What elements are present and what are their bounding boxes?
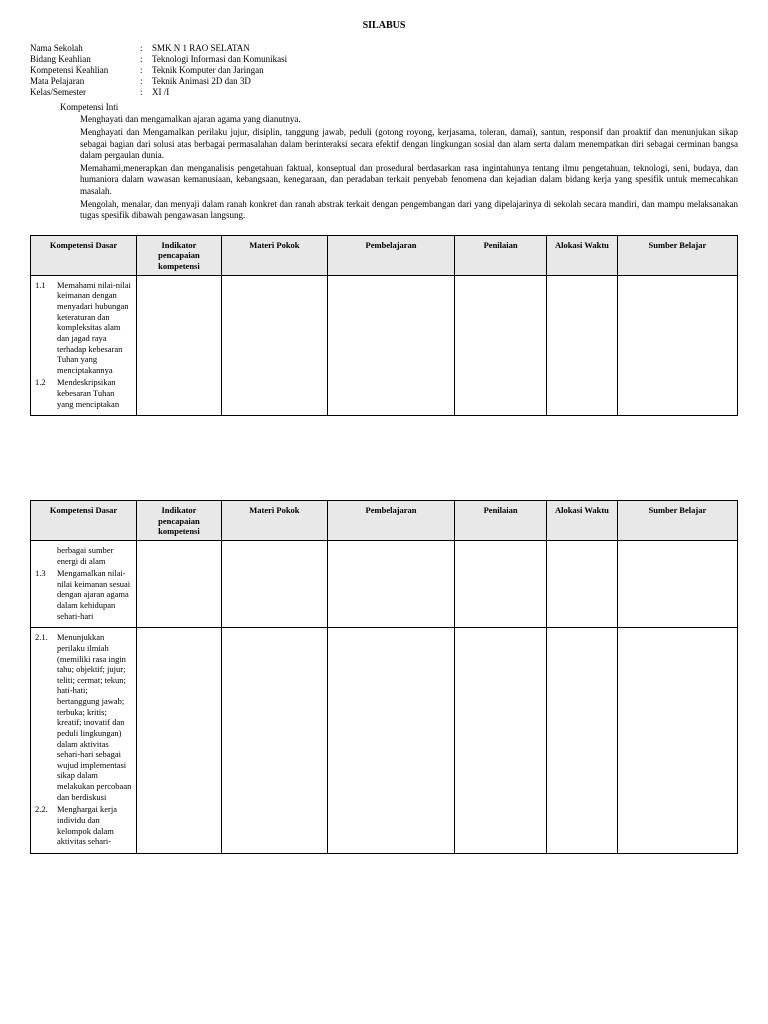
cell-mp [221,540,327,627]
info-label: Mata Pelajaran [30,76,140,87]
th-pen: Penilaian [455,501,547,541]
colon: : [140,87,152,98]
colon: : [140,43,152,54]
th-ind: Indikator pencapaian kompetensi [137,501,222,541]
colon: : [140,65,152,76]
cell-pen [455,275,547,416]
cell-pem [327,628,454,854]
info-label: Bidang Keahlian [30,54,140,65]
kd-text: Menghargai kerja individu dan kelompok d… [57,804,132,847]
kd-text: Menunjukkan perilaku ilmiah (memiliki ra… [57,632,132,802]
info-label: Kelas/Semester [30,87,140,98]
cell-pen [455,628,547,854]
colon: : [140,54,152,65]
info-value: Teknologi Informasi dan Komunikasi [152,54,291,65]
th-aw: Alokasi Waktu [547,236,618,276]
kd-num: 2.2. [35,804,57,847]
ki-item: Menghayati dan Mengamalkan perilaku juju… [80,127,738,161]
kd-num: 2.1. [35,632,57,802]
syllabus-table-2: Kompetensi Dasar Indikator pencapaian ko… [30,500,738,853]
page-break [30,416,738,486]
cell-ind [137,540,222,627]
th-pem: Pembelajaran [327,236,454,276]
colon: : [140,76,152,87]
cell-sb [617,628,737,854]
ki-item: Mengolah, menalar, dan menyaji dalam ran… [80,199,738,222]
th-mp: Materi Pokok [221,501,327,541]
th-aw: Alokasi Waktu [547,501,618,541]
kompetensi-inti-section: Kompetensi Inti Menghayati dan mengamalk… [60,102,738,221]
kd-text: Mengamalkan nilai-nilai keimanan sesuai … [57,568,132,621]
cell-kd: 1.1Memahami nilai-nilai keimanan dengan … [31,275,137,416]
cell-kd: 2.1.Menunjukkan perilaku ilmiah (memilik… [31,628,137,854]
cell-pen [455,540,547,627]
kd-text: Mendeskripsikan kebesaran Tuhan yang men… [57,377,132,409]
cell-sb [617,540,737,627]
table-row: berbagai sumber energi di alam 1.3Mengam… [31,540,738,627]
ki-label: Kompetensi Inti [60,102,738,112]
cell-mp [221,628,327,854]
th-pem: Pembelajaran [327,501,454,541]
cell-kd: berbagai sumber energi di alam 1.3Mengam… [31,540,137,627]
kd-num: 1.3 [35,568,57,621]
info-value: Teknik Komputer dan Jaringan [152,65,291,76]
info-value: Teknik Animasi 2D dan 3D [152,76,291,87]
kd-num: 1.1 [35,280,57,376]
cell-mp [221,275,327,416]
syllabus-table-1: Kompetensi Dasar Indikator pencapaian ko… [30,235,738,416]
ki-item: Menghayati dan mengamalkan ajaran agama … [80,114,738,125]
cell-aw [547,540,618,627]
kd-text: Memahami nilai-nilai keimanan dengan men… [57,280,132,376]
kd-num: 1.2 [35,377,57,409]
cell-aw [547,275,618,416]
info-table: Nama Sekolah:SMK N 1 RAO SELATAN Bidang … [30,43,291,98]
table-row: 1.1Memahami nilai-nilai keimanan dengan … [31,275,738,416]
th-kd: Kompetensi Dasar [31,501,137,541]
ki-item: Memahami,menerapkan dan menganalisis pen… [80,163,738,197]
th-kd: Kompetensi Dasar [31,236,137,276]
info-label: Kompetensi Keahlian [30,65,140,76]
th-pen: Penilaian [455,236,547,276]
ki-items: Menghayati dan mengamalkan ajaran agama … [80,114,738,221]
th-sb: Sumber Belajar [617,501,737,541]
cell-ind [137,628,222,854]
cell-pem [327,275,454,416]
th-ind: Indikator pencapaian kompetensi [137,236,222,276]
cell-aw [547,628,618,854]
cell-sb [617,275,737,416]
document-title: SILABUS [30,20,738,31]
cell-ind [137,275,222,416]
info-label: Nama Sekolah [30,43,140,54]
info-value: XI /I [152,87,291,98]
th-mp: Materi Pokok [221,236,327,276]
kd-text: berbagai sumber energi di alam [57,545,132,566]
table-row: 2.1.Menunjukkan perilaku ilmiah (memilik… [31,628,738,854]
th-sb: Sumber Belajar [617,236,737,276]
info-value: SMK N 1 RAO SELATAN [152,43,291,54]
cell-pem [327,540,454,627]
